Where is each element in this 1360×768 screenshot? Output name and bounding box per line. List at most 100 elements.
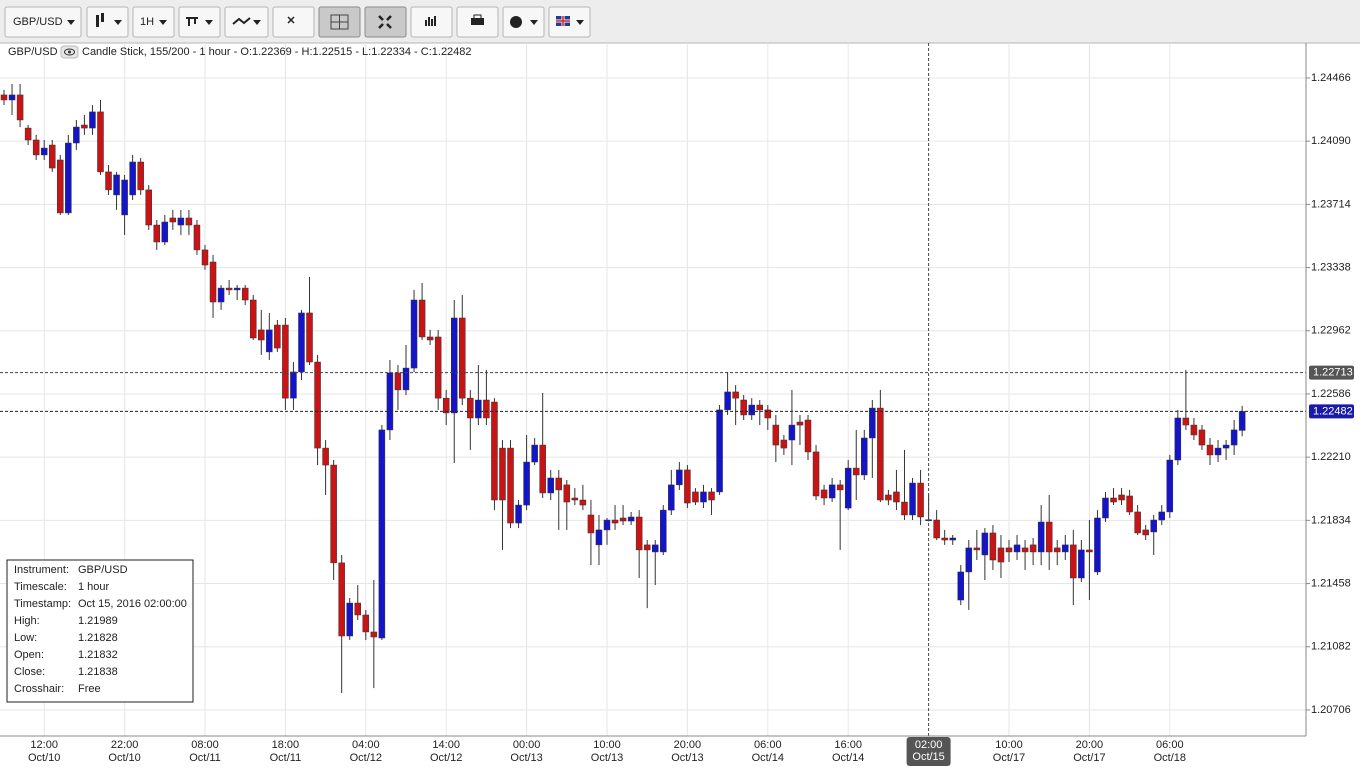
icon (425, 16, 436, 26)
candle-body (507, 447, 514, 524)
candle-body (748, 404, 755, 416)
candle-body (708, 491, 715, 501)
candle-body (201, 249, 209, 266)
candle-body (434, 336, 442, 399)
symbol-button[interactable]: GBP/USD (4, 6, 82, 38)
icon (232, 17, 251, 25)
info-value: 1.21832 (78, 649, 118, 661)
candle-body (539, 444, 546, 494)
candle-body (346, 602, 353, 637)
candle-body (965, 547, 973, 573)
volume-button[interactable] (410, 6, 453, 38)
x-tick-label: 16:00 (834, 739, 862, 751)
symbol-button-frame[interactable] (4, 6, 82, 38)
grid-button[interactable] (318, 6, 361, 38)
candle-body (1021, 547, 1029, 553)
drawing-button[interactable] (224, 6, 269, 38)
candle-body (258, 329, 265, 341)
candle-body (635, 516, 643, 551)
candle-body (563, 484, 571, 503)
candle-body (129, 161, 136, 196)
dropdown-arrow (205, 20, 213, 25)
interval-button[interactable]: 1H (132, 6, 175, 38)
icon (101, 13, 104, 22)
info-label: Timescale: (14, 581, 67, 593)
candle-body (0, 94, 8, 101)
candle-body (949, 537, 956, 541)
candle-body (338, 562, 345, 637)
candle-body (121, 179, 128, 216)
indicator-frame[interactable] (178, 6, 221, 38)
crosshair-price-tag (1309, 365, 1354, 380)
candle-body (266, 329, 273, 353)
header-info: Candle Stick, 155/200 - 1 hour - O:1.223… (82, 46, 472, 58)
candle-body (113, 174, 120, 196)
y-tick-label: 1.21458 (1311, 577, 1351, 589)
theme-frame[interactable] (502, 6, 545, 38)
candle-body (732, 391, 739, 399)
candle-body (1190, 424, 1198, 436)
candle-body (772, 424, 780, 446)
candle-body (426, 336, 434, 341)
candle-body (523, 461, 530, 506)
candle-body (442, 397, 450, 414)
candle-body (909, 482, 916, 516)
clear-button[interactable] (272, 6, 315, 38)
flag (556, 16, 570, 26)
candle-body (282, 324, 289, 399)
x-tick-label: 04:00 (352, 739, 380, 751)
indicator-button[interactable] (178, 6, 221, 38)
theme-button[interactable] (502, 6, 545, 38)
print-button[interactable] (456, 6, 499, 38)
candle-body (547, 477, 554, 494)
candle-body (1062, 544, 1069, 553)
candle-body (861, 437, 868, 476)
candle-body (869, 407, 876, 439)
y-tick-label: 1.22586 (1311, 388, 1351, 400)
icon (96, 15, 99, 27)
chart-type-frame[interactable] (86, 6, 129, 38)
candle-body (844, 467, 852, 509)
y-tick-label: 1.23714 (1311, 198, 1351, 210)
language-button[interactable] (548, 6, 591, 38)
candle-body (668, 484, 675, 511)
candle-body (217, 287, 225, 303)
info-label: Low: (14, 632, 37, 644)
y-tick-label: 1.22962 (1311, 325, 1351, 337)
x-tick-label: 14:00 (432, 739, 460, 751)
chart-type-button[interactable] (86, 6, 129, 38)
icon (471, 18, 484, 25)
interval-label[interactable]: 1H (140, 16, 154, 28)
x-tick-date: Oct/11 (270, 752, 302, 764)
dropdown-arrow (530, 20, 538, 25)
dropdown-arrow (159, 20, 167, 25)
x-tick-date: Oct/12 (350, 752, 382, 764)
candle-body (57, 159, 64, 214)
candle-body (378, 429, 386, 639)
info-value: 1.21989 (78, 615, 118, 627)
candle-body (209, 261, 217, 303)
candle-body (917, 482, 924, 518)
crosshair-x-time: 02:00 (915, 739, 943, 751)
symbol-label[interactable]: GBP/USD (13, 16, 63, 28)
candle-body (330, 464, 337, 564)
x-tick-date: Oct/17 (993, 752, 1025, 764)
candle-body (660, 509, 667, 553)
info-value: GBP/USD (78, 564, 128, 576)
candle-body (611, 519, 619, 524)
candle-body (828, 484, 836, 499)
fullscreen-frame[interactable] (364, 6, 407, 38)
icon (287, 16, 295, 24)
candle-body (81, 124, 88, 129)
x-tick-date: Oct/11 (189, 752, 221, 764)
candle-body (619, 517, 627, 522)
x-tick-label: 22:00 (111, 739, 139, 751)
plot-area (0, 43, 1306, 736)
icon (186, 17, 198, 26)
candle-body (1206, 444, 1214, 456)
candle-body (643, 544, 651, 551)
interval-frame[interactable] (132, 6, 175, 38)
candle-body (1070, 544, 1077, 579)
fullscreen-button[interactable] (364, 6, 407, 38)
candle-body (1094, 517, 1101, 573)
